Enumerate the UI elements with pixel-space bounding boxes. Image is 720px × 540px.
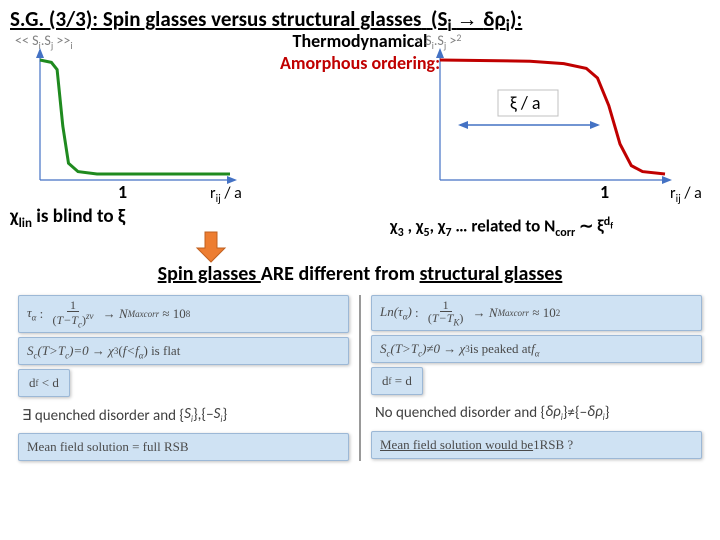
- table-col-left: τα : 1(T−Tc)zν → NMaxcorr ≈ 108 Sc(T>Tc)…: [18, 295, 361, 461]
- left-r3-df: df < d: [18, 369, 70, 397]
- conclusion-mid: ARE different from: [261, 262, 420, 286]
- chart-left-tick: 1: [118, 181, 127, 203]
- xi-label: ξ / a: [510, 92, 540, 114]
- xi-arrow-head-l: [458, 121, 468, 129]
- chart-right-curve: [440, 60, 665, 174]
- title-delta: δρ: [483, 6, 505, 32]
- chi-lin-sub: lin: [19, 216, 32, 231]
- conclusion-u1: Spin glasses: [158, 262, 261, 286]
- chi-lin-suffix: is blind to ξ: [32, 205, 125, 228]
- right-r1-lntau: Ln(τα) : 1(T−TK) → NMaxcorr ≈ 102: [371, 295, 702, 331]
- chart-left-ylabel: << Si.Sj >>i: [15, 32, 73, 52]
- chart-right-xaxis-arrow: [662, 176, 672, 184]
- right-r4-disorder: No quenched disorder and {δρi}≠{−δρi}: [371, 399, 702, 427]
- title-arrow: →: [456, 8, 483, 31]
- comparison-table: τα : 1(T−Tc)zν → NMaxcorr ≈ 108 Sc(T>Tc)…: [18, 295, 702, 461]
- chart-left-yaxis-arrow: [36, 48, 44, 58]
- chart-left-xlabel: rij / a: [210, 184, 242, 205]
- right-caption: χ3 , χ5, χ7 … related to Ncorr ∼ ξdf: [390, 215, 613, 240]
- left-r4-disorder: ∃ quenched disorder and {Si},{−Si}: [18, 401, 349, 429]
- title-si: (S: [431, 6, 447, 32]
- left-r2-sc: Sc(T>Tc)=0 → χ3(f<fα) is flat: [18, 337, 349, 365]
- conclusion-u2: structural glasses: [420, 262, 563, 286]
- right-r3-df: df = d: [371, 367, 423, 395]
- chi-lin-chi: χ: [10, 205, 19, 228]
- chart-left-curve: [40, 60, 230, 174]
- title-close: ):: [510, 6, 522, 32]
- subtitle-thermo: Thermodynamical: [293, 30, 428, 52]
- left-r1-tau: τα : 1(T−Tc)zν → NMaxcorr ≈ 108: [18, 295, 349, 333]
- chart-right-tick: 1: [600, 181, 609, 203]
- chart-left-svg: << Si.Sj >>i rij / a 1: [10, 30, 250, 205]
- left-r5-mfs: Mean field solution = full RSB: [18, 433, 349, 461]
- chart-left-xaxis-arrow: [227, 176, 237, 184]
- chi-lin-caption: χlin is blind to ξ: [10, 205, 125, 231]
- chart-right-ylabel: < Si.Sj >2: [415, 31, 461, 52]
- chart-right: < Si.Sj >2 rij / a 1 ξ / a: [410, 30, 710, 210]
- chart-right-xlabel: rij / a: [670, 184, 702, 205]
- down-arrow-icon: [195, 230, 227, 264]
- chart-right-svg: < Si.Sj >2 rij / a 1 ξ / a: [410, 30, 710, 205]
- right-r5-mfs: Mean field solution would be 1RSB ?: [371, 431, 702, 459]
- right-r2-sc: Sc(T>Tc)≠0 → χ3 is peaked at fα: [371, 335, 702, 363]
- table-col-right: Ln(τα) : 1(T−TK) → NMaxcorr ≈ 102 Sc(T>T…: [361, 295, 702, 461]
- xi-arrow-head-r: [590, 121, 600, 129]
- chart-left: << Si.Sj >>i rij / a 1: [10, 30, 250, 210]
- chart-right-yaxis-arrow: [436, 48, 444, 58]
- title-text: S.G. (3/3): Spin glasses versus structur…: [10, 6, 421, 32]
- conclusion: Spin glasses ARE different from structur…: [0, 262, 720, 286]
